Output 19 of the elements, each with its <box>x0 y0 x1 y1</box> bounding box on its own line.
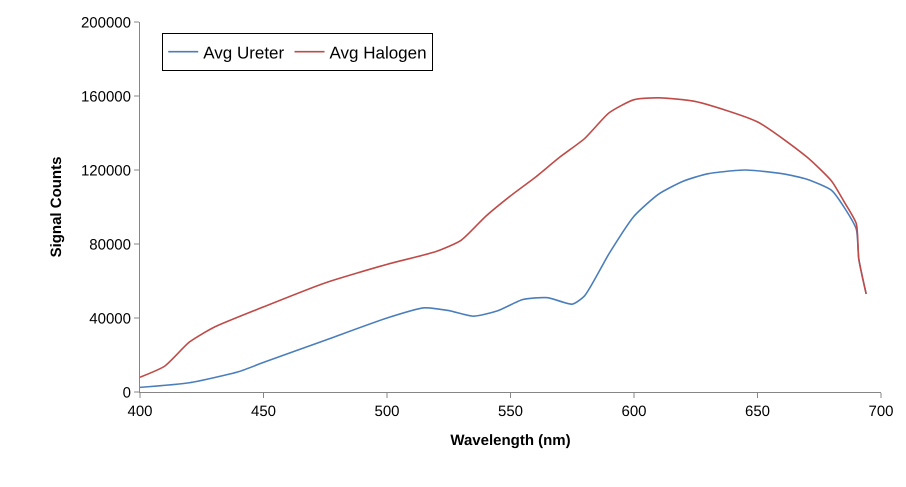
y-tick-label: 120000 <box>80 162 131 180</box>
y-axis-title: Signal Counts <box>48 156 66 258</box>
y-tick-label: 160000 <box>80 88 131 106</box>
y-tick-label: 80000 <box>89 236 131 254</box>
line-series <box>140 169 867 388</box>
x-tick-label: 400 <box>127 403 153 420</box>
x-axis-title: Wavelength (nm) <box>450 432 571 449</box>
x-tick-label: 550 <box>498 403 524 420</box>
x-tick-label: 450 <box>250 403 276 420</box>
y-tick-label: 200000 <box>80 14 131 32</box>
line-series <box>140 97 867 378</box>
y-tick-label: 0 <box>122 384 131 402</box>
x-tick-label: 650 <box>744 403 770 420</box>
legend-label: Avg Halogen <box>330 43 427 62</box>
y-tick-label: 40000 <box>89 310 131 328</box>
legend-label: Avg Ureter <box>203 43 285 62</box>
x-tick-label: 700 <box>868 403 894 420</box>
x-tick-label: 600 <box>621 403 647 420</box>
x-tick-label: 500 <box>374 403 400 420</box>
